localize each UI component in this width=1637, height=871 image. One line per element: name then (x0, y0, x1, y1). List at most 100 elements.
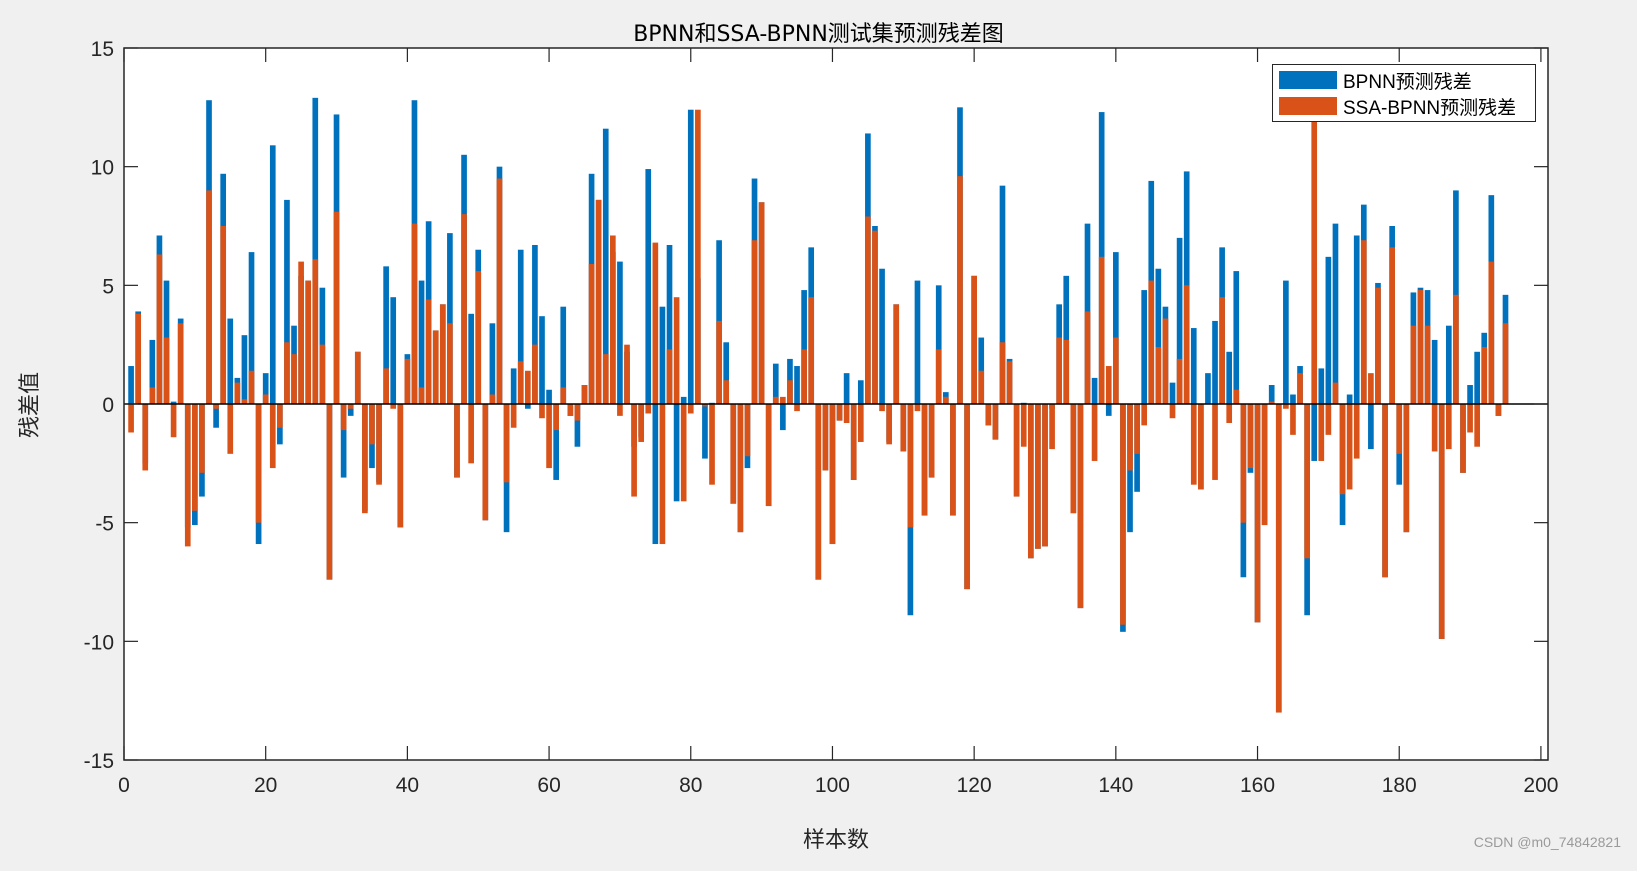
bar-bpnn (418, 280, 425, 404)
bar-ssa-bpnn (347, 404, 354, 409)
bar-bpnn (1318, 368, 1325, 404)
legend-swatch-bpnn (1279, 71, 1337, 89)
bar-bpnn (510, 368, 517, 404)
bar-ssa-bpnn (142, 404, 149, 471)
bar-ssa-bpnn (1190, 404, 1197, 485)
bar-bpnn (780, 404, 786, 431)
bar-ssa-bpnn (1339, 404, 1346, 495)
bar-ssa-bpnn (1113, 337, 1119, 404)
bar-ssa-bpnn (1445, 404, 1452, 450)
bar-bpnn (1190, 328, 1197, 404)
bar-ssa-bpnn (560, 387, 567, 404)
bar-ssa-bpnn (942, 396, 949, 404)
bar-bpnn (347, 404, 354, 416)
legend[interactable]: BPNN预测残差 SSA-BPNN预测残差 (1272, 64, 1536, 122)
bar-bpnn (772, 363, 779, 404)
legend-item-bpnn[interactable]: BPNN预测残差 (1279, 69, 1472, 93)
bar-ssa-bpnn (815, 404, 822, 580)
bar-ssa-bpnn (950, 404, 956, 516)
x-tick-label: 100 (815, 774, 850, 797)
bar-ssa-bpnn (645, 404, 652, 414)
bar-ssa-bpnn (262, 394, 269, 404)
x-axis-label: 样本数 (802, 828, 870, 853)
bar-ssa-bpnn (241, 399, 248, 404)
bar-ssa-bpnn (1105, 366, 1112, 404)
bar-ssa-bpnn (772, 396, 779, 404)
bar-ssa-bpnn (489, 394, 496, 404)
bar-ssa-bpnn (935, 349, 942, 404)
bar-ssa-bpnn (1254, 404, 1261, 623)
bar-ssa-bpnn (1396, 404, 1403, 454)
bar-ssa-bpnn (1467, 404, 1473, 433)
x-tick-label: 180 (1382, 774, 1417, 797)
bar-ssa-bpnn (192, 404, 198, 511)
bar-ssa-bpnn (234, 382, 241, 404)
bar-bpnn (213, 404, 219, 428)
bar-ssa-bpnn (624, 344, 630, 404)
bar-ssa-bpnn (135, 313, 142, 404)
bar-ssa-bpnn (1368, 373, 1374, 404)
bar-bpnn (149, 339, 156, 404)
bar-ssa-bpnn (496, 178, 503, 404)
bar-ssa-bpnn (206, 190, 212, 404)
bar-ssa-bpnn (397, 404, 404, 528)
bar-bpnn (1226, 351, 1233, 404)
bar-ssa-bpnn (163, 337, 170, 404)
bar-ssa-bpnn (156, 254, 163, 404)
y-axis-ticks: -15 -10 -5 0 5 10 15 (84, 38, 1548, 773)
bar-ssa-bpnn (383, 368, 389, 404)
bar-ssa-bpnn (886, 404, 892, 445)
bar-ssa-bpnn (1247, 404, 1254, 469)
bar-bpnn (794, 366, 800, 404)
bar-ssa-bpnn (1460, 404, 1466, 473)
bar-ssa-bpnn (1346, 404, 1353, 490)
y-tick-label: -5 (95, 513, 114, 536)
bar-bpnn (843, 373, 850, 404)
bar-ssa-bpnn (1375, 287, 1381, 404)
bar-ssa-bpnn (255, 404, 262, 523)
bar-ssa-bpnn (581, 385, 588, 404)
bar-ssa-bpnn (1488, 261, 1495, 404)
bar-ssa-bpnn (425, 299, 432, 404)
bar-ssa-bpnn (461, 214, 467, 404)
bar-bpnn (574, 404, 581, 447)
x-tick-label: 140 (1098, 774, 1133, 797)
bar-ssa-bpnn (1077, 404, 1084, 609)
bar-bpnn (241, 335, 248, 404)
bar-bpnn (1169, 382, 1176, 404)
bar-ssa-bpnn (1056, 337, 1062, 404)
bar-ssa-bpnn (794, 404, 800, 412)
bar-ssa-bpnn (354, 351, 361, 404)
bar-ssa-bpnn (617, 404, 623, 416)
bar-ssa-bpnn (1049, 404, 1055, 450)
bar-ssa-bpnn (1035, 404, 1041, 549)
bar-bpnn (680, 396, 687, 404)
bar-ssa-bpnn (1502, 323, 1509, 404)
bar-ssa-bpnn (730, 404, 737, 504)
bar-ssa-bpnn (1212, 404, 1218, 480)
bar-bpnn (801, 290, 807, 404)
bar-bpnn (723, 342, 730, 404)
bar-ssa-bpnn (1353, 404, 1360, 459)
bar-ssa-bpnn (503, 404, 510, 483)
bar-ssa-bpnn (900, 404, 907, 452)
bar-ssa-bpnn (170, 404, 177, 438)
bar-ssa-bpnn (432, 330, 439, 404)
bar-ssa-bpnn (1481, 347, 1488, 404)
bar-ssa-bpnn (340, 404, 347, 431)
bar-ssa-bpnn (1141, 404, 1148, 426)
bar-bpnn (1346, 394, 1353, 404)
bar-bpnn (652, 404, 659, 545)
bar-ssa-bpnn (765, 404, 772, 507)
bar-ssa-bpnn (801, 349, 807, 404)
bar-ssa-bpnn (928, 404, 935, 478)
bar-ssa-bpnn (1297, 373, 1303, 404)
x-tick-label: 80 (679, 774, 702, 797)
legend-swatch-ssa-bpnn (1279, 97, 1337, 115)
bar-bpnn (517, 249, 524, 404)
bar-ssa-bpnn (744, 404, 751, 457)
bar-ssa-bpnn (567, 404, 574, 416)
legend-item-ssa-bpnn[interactable]: SSA-BPNN预测残差 (1279, 95, 1516, 119)
bar-ssa-bpnn (857, 404, 864, 442)
